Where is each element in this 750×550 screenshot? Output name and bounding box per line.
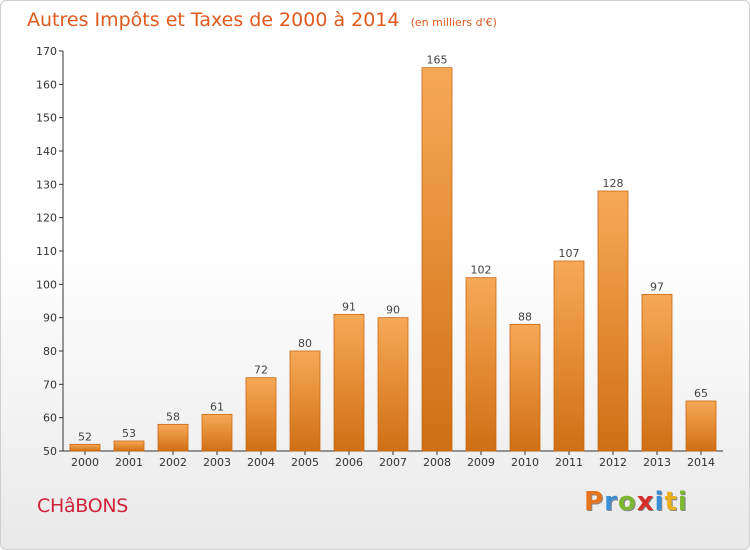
bar-value-label: 102 [471, 264, 492, 277]
bar [333, 313, 365, 452]
x-tick-label: 2002 [159, 456, 187, 469]
bar [685, 400, 717, 452]
x-tick-label: 2007 [379, 456, 407, 469]
bar [597, 190, 629, 452]
x-tick-label: 2005 [291, 456, 319, 469]
bar-value-label: 58 [166, 410, 180, 423]
bar [465, 277, 497, 452]
bar [289, 350, 321, 452]
bar-value-label: 165 [427, 54, 448, 67]
bar-value-label: 90 [386, 304, 400, 317]
y-tick-label: 50 [43, 445, 57, 458]
x-tick-label: 2013 [643, 456, 671, 469]
bar [69, 443, 101, 452]
x-tick-label: 2006 [335, 456, 363, 469]
commune-name: CHâBONS [37, 495, 129, 517]
chart-title: Autres Impôts et Taxes de 2000 à 2014 (e… [27, 9, 497, 31]
bar-value-label: 80 [298, 337, 312, 350]
bar-value-label: 97 [650, 280, 664, 293]
bar [157, 423, 189, 452]
x-tick-label: 2009 [467, 456, 495, 469]
y-tick-label: 90 [43, 312, 57, 325]
bar-value-label: 128 [603, 177, 624, 190]
y-tick-label: 60 [43, 412, 57, 425]
proxiti-logo: Proxiti [584, 487, 688, 517]
logo-letter: i [654, 487, 665, 517]
x-tick-label: 2000 [71, 456, 99, 469]
y-tick-label: 160 [36, 78, 57, 91]
y-tick-label: 130 [36, 178, 57, 191]
x-tick-label: 2010 [511, 456, 539, 469]
bar-value-label: 53 [122, 427, 136, 440]
bar [641, 293, 673, 452]
bar-value-label: 107 [559, 247, 580, 260]
bar-value-label: 72 [254, 364, 268, 377]
chart-value-labels: 52 53 58 61 72 80 91 90 165 102 88 107 128 97 65 [78, 54, 708, 444]
x-tick-label: 2001 [115, 456, 143, 469]
bar [421, 67, 453, 452]
bar-value-label: 65 [694, 387, 708, 400]
y-tick-label: 70 [43, 378, 57, 391]
bar-value-label: 91 [342, 300, 356, 313]
logo-letter: i [677, 487, 688, 517]
y-tick-label: 120 [36, 212, 57, 225]
y-tick-label: 170 [36, 45, 57, 58]
logo-letter: x [636, 487, 655, 517]
x-tick-label: 2011 [555, 456, 583, 469]
logo-letter: t [664, 487, 678, 517]
y-tick-label: 140 [36, 145, 57, 158]
bar [201, 413, 233, 452]
x-tick-label: 2004 [247, 456, 275, 469]
logo-letter: P [584, 487, 605, 517]
y-tick-label: 150 [36, 112, 57, 125]
bar [113, 440, 145, 452]
y-tick-label: 110 [36, 245, 57, 258]
logo-letter: r [604, 487, 618, 517]
bar [245, 377, 277, 452]
bar [509, 323, 541, 452]
y-tick-label: 100 [36, 278, 57, 291]
x-tick-label: 2008 [423, 456, 451, 469]
x-tick-label: 2012 [599, 456, 627, 469]
chart-title-unit: (en milliers d'€) [410, 16, 497, 29]
bar-value-label: 61 [210, 400, 224, 413]
chart-bars [69, 67, 717, 452]
bar-value-label: 88 [518, 310, 532, 323]
logo-letter: o [617, 487, 637, 517]
bar-value-label: 52 [78, 430, 92, 443]
x-tick-label: 2003 [203, 456, 231, 469]
bar [553, 260, 585, 452]
x-tick-label: 2014 [687, 456, 715, 469]
y-tick-label: 80 [43, 345, 57, 358]
bar [377, 317, 409, 452]
chart-title-main: Autres Impôts et Taxes de 2000 à 2014 [27, 9, 400, 31]
